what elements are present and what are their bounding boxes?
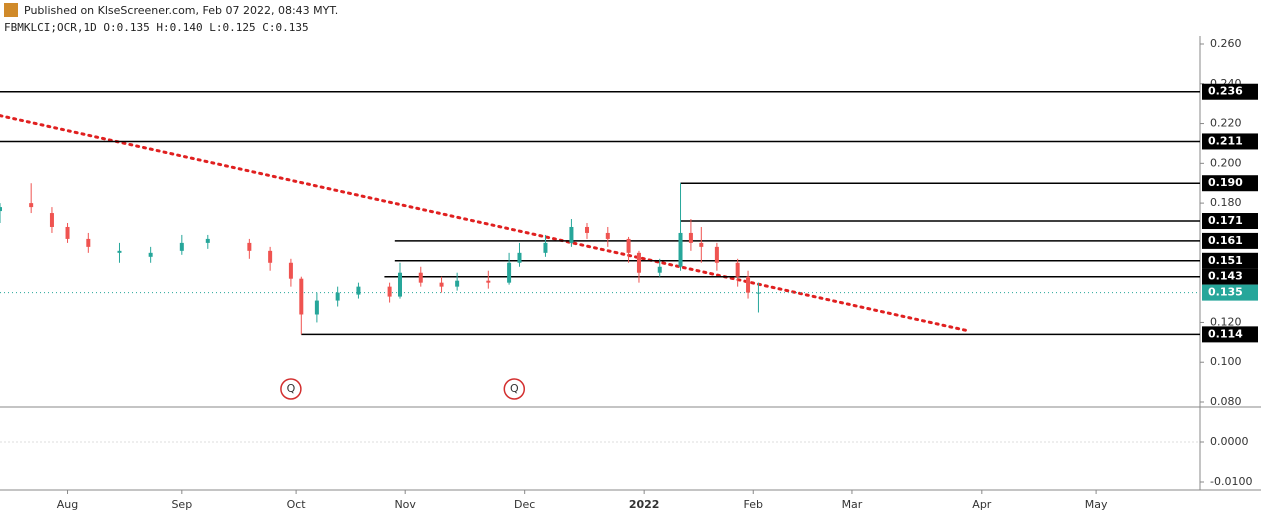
event-label: Q: [510, 382, 519, 395]
candle-body: [714, 246, 719, 263]
y-tick-label: 0.080: [1210, 395, 1242, 408]
candle-body: [585, 226, 590, 233]
candle-body: [356, 286, 361, 295]
x-tick-label: Apr: [972, 498, 992, 511]
level-tag: [1202, 83, 1258, 100]
candle-body: [735, 262, 740, 277]
candle-body: [288, 262, 293, 279]
trend-line: [0, 114, 968, 332]
x-tick-label: Dec: [514, 498, 535, 511]
level-label: 0.171: [1208, 214, 1243, 227]
y-tick-label: 0.100: [1210, 355, 1242, 368]
level-tag: [1202, 213, 1258, 230]
event-marker: [280, 378, 302, 400]
chart-subtitle: FBMKLCI;OCR,1D O:0.135 H:0.140 L:0.125 C…: [4, 21, 309, 34]
candle-body: [569, 226, 574, 243]
candle-body: [299, 278, 304, 315]
level-label: 0.114: [1208, 327, 1243, 340]
x-tick-label: Mar: [842, 498, 863, 511]
level-tag: [1202, 326, 1258, 343]
last-price-tag: [1202, 284, 1258, 301]
x-tick-label: Sep: [171, 498, 192, 511]
candle-body: [517, 252, 522, 263]
y-tick-label: 0.200: [1210, 156, 1242, 169]
level-tag: [1202, 175, 1258, 192]
x-tick-label: Feb: [744, 498, 763, 511]
candle-body: [0, 207, 2, 212]
candle-body: [543, 242, 548, 253]
candle-body: [605, 232, 610, 239]
candle-body: [507, 262, 512, 283]
y-tick-label: 0.260: [1210, 37, 1242, 50]
candle-body: [387, 286, 392, 297]
macd-tick-label: 0.0000: [1210, 435, 1249, 448]
candle-body: [688, 232, 693, 243]
logo: [4, 3, 18, 17]
level-label: 0.151: [1208, 254, 1243, 267]
level-tag: [1202, 232, 1258, 249]
level-label: 0.236: [1208, 85, 1243, 98]
candle-body: [746, 276, 751, 293]
x-tick-label: May: [1085, 498, 1108, 511]
candle-body: [247, 242, 252, 251]
candle-body: [455, 280, 460, 287]
candle-body: [117, 250, 122, 253]
last-price-label: 0.135: [1208, 286, 1243, 299]
y-tick-label: 0.120: [1210, 315, 1242, 328]
candle-body: [148, 252, 153, 257]
candle-body: [65, 226, 70, 239]
macd-tick-label: -0.0100: [1210, 475, 1252, 488]
chart-title: Published on KlseScreener.com, Feb 07 20…: [24, 4, 338, 17]
level-label: 0.143: [1208, 270, 1243, 283]
level-tag: [1202, 252, 1258, 269]
candle-body: [335, 292, 340, 301]
event-label: Q: [287, 382, 296, 395]
x-tick-label: Aug: [57, 498, 78, 511]
candle-body: [86, 238, 91, 247]
y-tick-label: 0.220: [1210, 117, 1242, 130]
candle-body: [486, 280, 491, 283]
candle-body: [205, 238, 210, 243]
candle-body: [636, 252, 641, 273]
x-tick-label: 2022: [629, 498, 660, 511]
y-tick-label: 0.180: [1210, 196, 1242, 209]
level-label: 0.190: [1208, 176, 1243, 189]
x-tick-label: Nov: [394, 498, 416, 511]
candle-body: [626, 238, 631, 253]
candle-body: [657, 266, 662, 273]
candle-body: [439, 282, 444, 287]
level-label: 0.161: [1208, 234, 1243, 247]
event-marker: [503, 378, 526, 400]
candle-body: [268, 250, 273, 263]
candle-body: [678, 232, 683, 267]
level-tag: [1202, 268, 1258, 285]
level-label: 0.211: [1208, 134, 1243, 147]
x-tick-label: Oct: [287, 498, 307, 511]
candle-body: [398, 272, 402, 297]
candle-body: [418, 272, 423, 283]
candle-body: [314, 300, 319, 315]
candle-body: [29, 203, 34, 208]
candle-body: [49, 213, 54, 227]
candle-body: [179, 242, 184, 251]
candle-body: [756, 292, 761, 294]
level-tag: [1202, 133, 1258, 150]
candle-body: [699, 242, 704, 247]
